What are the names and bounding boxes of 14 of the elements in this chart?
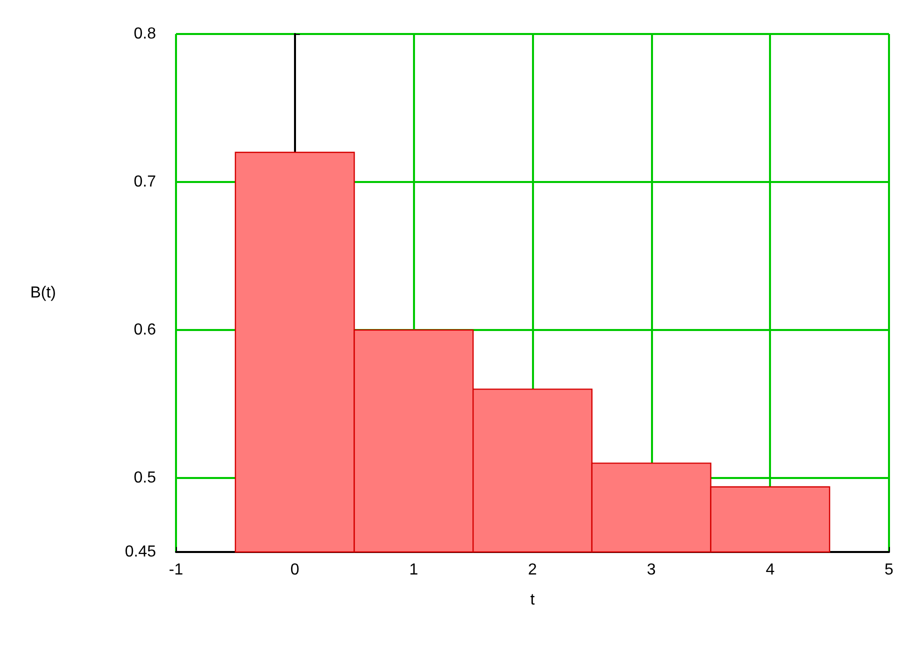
x-tick-label: 1 [409,562,418,578]
y-tick-label: 0.7 [134,174,156,190]
x-tick-label: 4 [766,562,775,578]
y-tick-label: 0.45 [124,544,156,560]
x-tick-label: 2 [528,562,538,578]
x-tick-label: 3 [646,562,656,578]
x-axis-title: t [530,592,536,608]
x-tick-label: 0 [290,562,300,578]
y-axis-title: B(t) [30,284,56,302]
x-tick-label: 5 [884,562,894,578]
x-tick-label: -1 [168,562,184,578]
y-tick-label: 0.5 [134,470,156,486]
y-tick-label: 0.8 [134,26,156,42]
y-tick-label: 0.6 [134,322,156,338]
